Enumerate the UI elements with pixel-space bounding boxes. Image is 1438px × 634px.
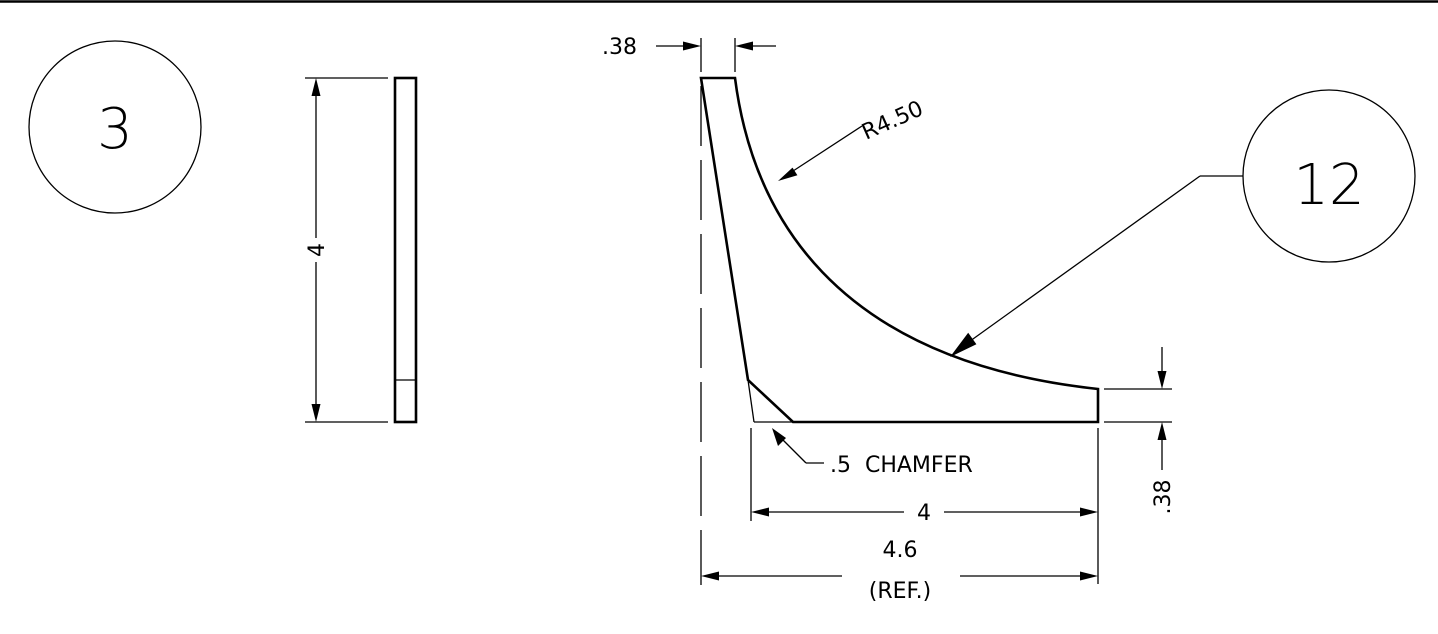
arrowhead-right-down <box>1157 371 1167 389</box>
chamfer-arrowhead <box>772 428 786 446</box>
right-thickness-dimension: .38 <box>1104 347 1176 515</box>
arrowhead-overall-left <box>701 571 719 581</box>
arrowhead-up <box>311 78 321 96</box>
side-view-plate <box>393 76 418 424</box>
radius-leader <box>789 125 863 174</box>
arrowhead-right-up <box>1157 422 1167 440</box>
base-length-dimension: 4 <box>750 428 1099 584</box>
part-balloon-leader <box>965 175 1201 345</box>
part-balloon: 12 <box>950 89 1416 357</box>
view-balloon-circle <box>28 40 202 214</box>
part-balloon-number: 12 <box>1293 153 1364 218</box>
gusset-profile <box>699 76 1100 585</box>
height-dimension-label: 4 <box>305 243 330 257</box>
overall-length-dimension: 4.6 (REF.) <box>701 538 1098 604</box>
side-view: 4 <box>305 76 418 424</box>
view-balloon: 3 <box>28 40 202 214</box>
arrowhead-overall-right <box>1080 571 1098 581</box>
chamfer-thin-edge <box>747 379 755 423</box>
radius-label: R4.50 <box>858 96 927 145</box>
overall-length-label: 4.6 <box>883 538 918 563</box>
arrowhead-down <box>311 404 321 422</box>
view-balloon-number: 3 <box>97 97 133 162</box>
radius-arrowhead <box>778 167 798 181</box>
gusset-outline <box>699 76 1100 424</box>
arrowhead-top-left <box>683 41 701 51</box>
chamfer-label: .5 CHAMFER <box>830 453 973 478</box>
part-balloon-arrowhead <box>950 332 977 357</box>
chamfer-callout: .5 CHAMFER <box>772 428 973 478</box>
base-length-label: 4 <box>917 501 931 526</box>
arrowhead-base-right <box>1080 507 1098 517</box>
overall-length-ref-label: (REF.) <box>869 579 931 604</box>
top-thickness-dimension: .38 <box>602 35 776 72</box>
right-thickness-label: .38 <box>1151 480 1176 515</box>
arrowhead-base-left <box>751 507 769 517</box>
top-thickness-label: .38 <box>602 35 637 60</box>
radius-callout: R4.50 <box>778 96 927 181</box>
arrowhead-top-right <box>735 41 753 51</box>
